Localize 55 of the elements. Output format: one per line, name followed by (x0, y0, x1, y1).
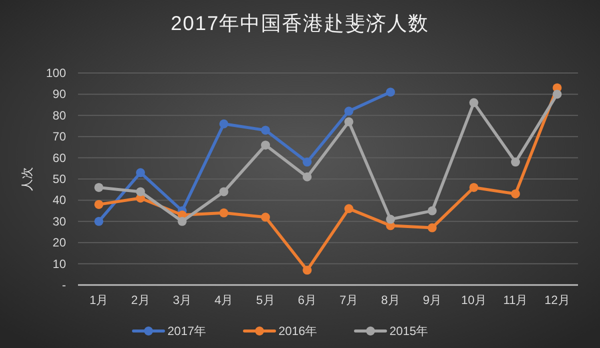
point (94, 216, 104, 226)
point (344, 106, 354, 116)
y-axis-title: 人次 (20, 167, 34, 191)
y-tick-label: 80 (52, 108, 66, 122)
point (428, 206, 437, 216)
y-tick-label: 60 (52, 150, 66, 165)
point (219, 208, 228, 218)
point (261, 126, 270, 135)
y-tick-label: 30 (52, 214, 66, 228)
legend-label: 2015年 (390, 324, 428, 338)
x-tick-label: 11月 (503, 293, 528, 307)
point (428, 223, 437, 232)
point (344, 204, 354, 214)
point (511, 189, 520, 198)
point (302, 172, 312, 182)
point (136, 187, 145, 196)
point (302, 266, 312, 275)
x-tick-label: 3月 (172, 293, 192, 307)
point (136, 168, 145, 178)
point (469, 182, 478, 192)
x-tick-label: 1月 (89, 293, 108, 307)
y-tick-label: 100 (46, 66, 66, 80)
y-tick-label: 70 (52, 130, 66, 144)
point (386, 88, 395, 97)
x-tick-label: 8月 (381, 293, 400, 307)
x-tick-label: 7月 (339, 293, 358, 307)
point (219, 119, 228, 128)
point (261, 140, 270, 150)
point (386, 214, 395, 224)
y-tick-label: 50 (52, 172, 66, 186)
y-tick-label: 40 (52, 193, 66, 208)
x-tick-label: 4月 (214, 293, 234, 307)
legend-label: 2017年 (168, 324, 206, 338)
x-tick-label: 10月 (461, 293, 487, 307)
point (469, 98, 478, 108)
point (178, 216, 187, 226)
y-tick-label: - (62, 278, 66, 292)
point (511, 158, 520, 167)
x-tick-label: 9月 (422, 293, 442, 307)
x-tick-label: 6月 (298, 293, 317, 307)
point (94, 200, 104, 209)
chart-title: 2017年中国香港赴斐济人数 (170, 13, 430, 35)
y-tick-label: 10 (52, 256, 66, 271)
point (302, 158, 312, 167)
x-tick-label: 5月 (256, 293, 275, 307)
point (94, 182, 104, 192)
x-tick-label: 2月 (131, 293, 150, 307)
y-tick-label: 20 (52, 236, 66, 250)
point (344, 117, 354, 126)
y-tick-label: 90 (52, 87, 66, 102)
point (261, 212, 270, 222)
point (219, 187, 228, 196)
point (552, 90, 562, 99)
legend-label: 2016年 (278, 324, 318, 338)
x-tick-label: 12月 (544, 293, 570, 307)
